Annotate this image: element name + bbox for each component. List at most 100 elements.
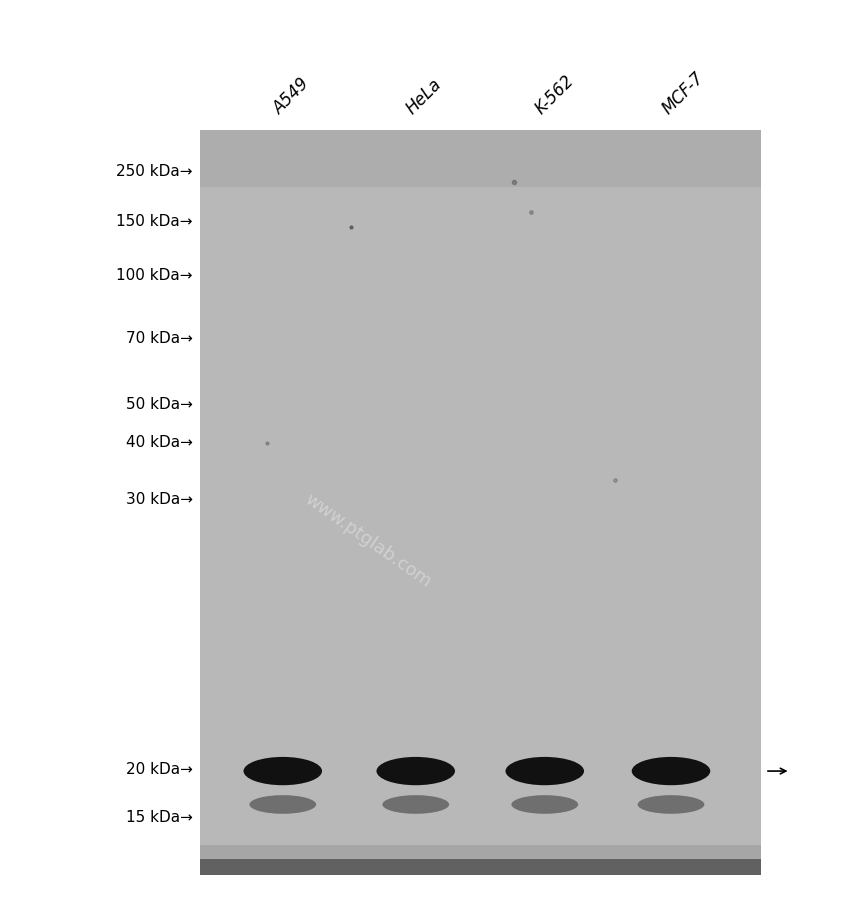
Bar: [200, 523, 761, 525]
Bar: [200, 815, 761, 818]
Bar: [200, 277, 761, 280]
Bar: [200, 729, 761, 731]
Bar: [200, 676, 761, 679]
Bar: [200, 339, 761, 342]
Bar: [200, 138, 761, 141]
Bar: [200, 309, 761, 312]
Bar: [200, 173, 761, 175]
Bar: [200, 188, 761, 190]
Bar: [200, 575, 761, 577]
Bar: [200, 382, 761, 384]
Bar: [200, 773, 761, 776]
Bar: [200, 312, 761, 315]
Bar: [200, 682, 761, 684]
Bar: [200, 178, 761, 180]
Bar: [200, 577, 761, 580]
Bar: [200, 329, 761, 332]
Bar: [200, 401, 761, 404]
Bar: [200, 552, 761, 555]
Ellipse shape: [249, 796, 316, 814]
Bar: [200, 464, 761, 465]
Bar: [200, 563, 761, 565]
Bar: [200, 557, 761, 560]
Bar: [200, 763, 761, 766]
Bar: [200, 163, 761, 165]
Bar: [200, 362, 761, 364]
Bar: [200, 223, 761, 225]
Bar: [200, 750, 761, 753]
Bar: [200, 280, 761, 282]
Bar: [200, 723, 761, 726]
Bar: [200, 352, 761, 354]
Bar: [200, 719, 761, 722]
Text: www.ptglab.com: www.ptglab.com: [302, 490, 434, 591]
Bar: [200, 190, 761, 193]
Bar: [200, 749, 761, 750]
Bar: [200, 770, 761, 773]
Bar: [200, 243, 761, 244]
Bar: [200, 861, 761, 862]
Text: 50 kDa→: 50 kDa→: [126, 397, 193, 411]
Bar: [200, 468, 761, 471]
Bar: [200, 409, 761, 411]
Bar: [200, 667, 761, 669]
Bar: [200, 399, 761, 401]
Bar: [200, 483, 761, 485]
Bar: [200, 143, 761, 145]
Bar: [200, 233, 761, 235]
Bar: [200, 461, 761, 464]
Bar: [200, 403, 761, 406]
Bar: [200, 183, 761, 186]
Bar: [200, 332, 761, 334]
Bar: [200, 535, 761, 538]
Bar: [200, 428, 761, 431]
Bar: [200, 798, 761, 801]
Text: 20 kDa→: 20 kDa→: [126, 761, 193, 776]
Bar: [200, 474, 761, 475]
Bar: [200, 872, 761, 875]
Bar: [200, 627, 761, 630]
Bar: [200, 244, 761, 247]
Bar: [200, 845, 761, 848]
Bar: [200, 349, 761, 352]
Bar: [200, 691, 761, 694]
Bar: [200, 617, 761, 620]
Bar: [200, 336, 761, 339]
Bar: [200, 148, 761, 151]
Bar: [200, 520, 761, 523]
Bar: [200, 657, 761, 659]
Bar: [200, 525, 761, 528]
Bar: [200, 620, 761, 622]
Bar: [200, 206, 761, 207]
Text: HeLa: HeLa: [403, 75, 445, 117]
Bar: [200, 702, 761, 704]
Bar: [200, 413, 761, 416]
Bar: [200, 699, 761, 702]
Bar: [200, 145, 761, 148]
Bar: [200, 761, 761, 763]
Bar: [200, 511, 761, 512]
Bar: [200, 274, 761, 277]
Bar: [200, 317, 761, 319]
Bar: [200, 550, 761, 552]
Bar: [200, 649, 761, 651]
Bar: [200, 334, 761, 336]
Bar: [200, 746, 761, 749]
Bar: [200, 644, 761, 647]
Bar: [200, 862, 761, 865]
Bar: [200, 366, 761, 369]
Bar: [200, 198, 761, 200]
Bar: [200, 781, 761, 783]
Bar: [200, 170, 761, 173]
Bar: [200, 369, 761, 372]
Bar: [200, 753, 761, 756]
Bar: [200, 818, 761, 821]
Bar: [200, 207, 761, 210]
Bar: [200, 776, 761, 778]
Bar: [200, 759, 761, 761]
Bar: [200, 346, 761, 349]
Bar: [200, 530, 761, 532]
Bar: [200, 583, 761, 584]
Bar: [200, 783, 761, 786]
Bar: [200, 220, 761, 223]
